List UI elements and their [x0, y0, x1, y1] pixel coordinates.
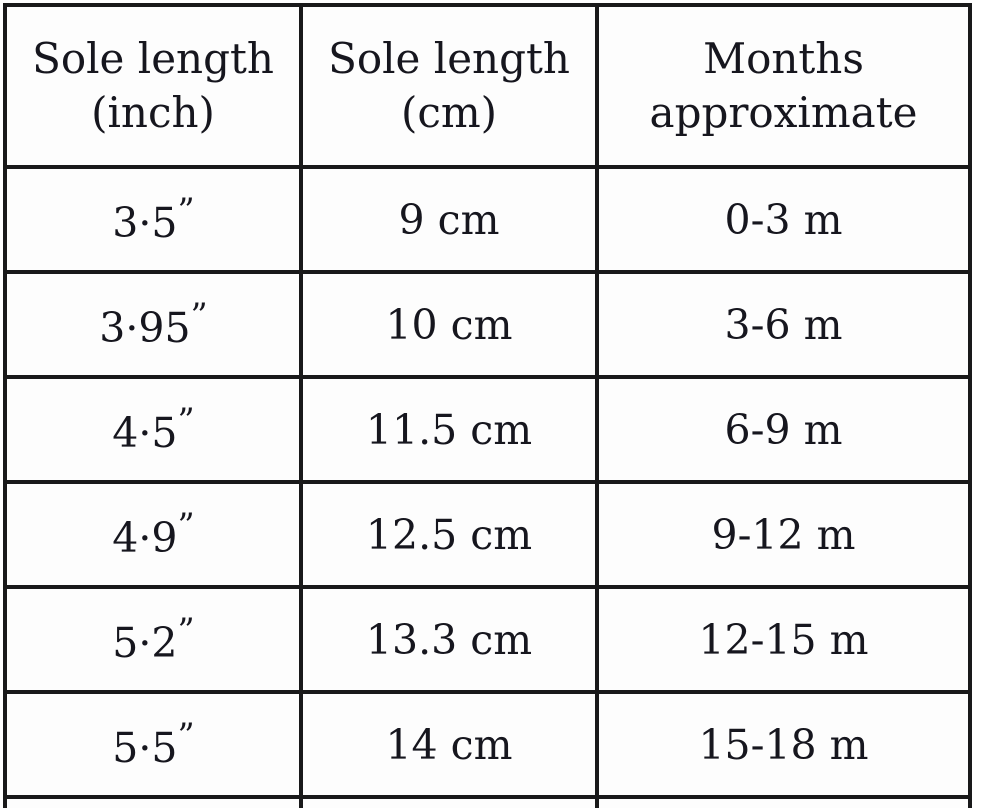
- inch-value: 3·95: [99, 304, 191, 353]
- inch-mark: ”: [177, 716, 195, 756]
- cell-inch: 5·5”: [3, 690, 303, 799]
- inch-mark: ”: [177, 191, 195, 231]
- cell-inch: 4·9”: [3, 480, 303, 589]
- inch-value: 5·2: [112, 619, 178, 668]
- table-row: 4·5” 11.5 cm 6-9 m: [3, 375, 972, 484]
- shoe-size-table: Sole length (inch) Sole length (cm) Mont…: [3, 3, 972, 808]
- cell-months: 15-18 m: [595, 690, 972, 799]
- header-line: Sole length: [328, 34, 570, 84]
- header-line: (cm): [400, 88, 498, 137]
- header-line: Sole length: [32, 34, 274, 84]
- header-line: Months: [703, 34, 864, 84]
- cell-months: 9-12 m: [595, 480, 972, 589]
- header-line: (inch): [91, 88, 215, 137]
- cell-cm-empty: [299, 795, 599, 808]
- cell-months-empty: [595, 795, 972, 808]
- cell-cm: 9 cm: [299, 165, 599, 274]
- cell-cm: 13.3 cm: [299, 585, 599, 694]
- cell-inch-empty: [3, 795, 303, 808]
- cell-inch: 3·5”: [3, 165, 303, 274]
- cell-months: 12-15 m: [595, 585, 972, 694]
- cell-inch: 3·95”: [3, 270, 303, 379]
- inch-mark: ”: [177, 611, 195, 651]
- cell-inch: 5·2”: [3, 585, 303, 694]
- inch-mark: ”: [190, 296, 208, 336]
- inch-value: 3·5: [112, 199, 178, 248]
- header-cell-sole-length-cm: Sole length (cm): [299, 3, 599, 169]
- table-row: 3·5” 9 cm 0-3 m: [3, 165, 972, 274]
- table-row: 3·95” 10 cm 3-6 m: [3, 270, 972, 379]
- inch-value: 4·5: [112, 409, 178, 458]
- table-row: 5·5” 14 cm 15-18 m: [3, 690, 972, 799]
- header-cell-sole-length-inch: Sole length (inch): [3, 3, 303, 169]
- header-cell-months-approximate: Months approximate: [595, 3, 972, 169]
- table-row: 4·9” 12.5 cm 9-12 m: [3, 480, 972, 589]
- table-row: 5·2” 13.3 cm 12-15 m: [3, 585, 972, 694]
- cell-cm: 10 cm: [299, 270, 599, 379]
- cell-months: 6-9 m: [595, 375, 972, 484]
- cell-cm: 14 cm: [299, 690, 599, 799]
- inch-value: 5·5: [112, 724, 178, 773]
- inch-mark: ”: [177, 401, 195, 441]
- header-line: approximate: [649, 88, 918, 137]
- cell-inch: 4·5”: [3, 375, 303, 484]
- header-row: Sole length (inch) Sole length (cm) Mont…: [3, 3, 972, 169]
- cell-cm: 11.5 cm: [299, 375, 599, 484]
- cell-months: 3-6 m: [595, 270, 972, 379]
- inch-value: 4·9: [112, 514, 178, 563]
- cell-cm: 12.5 cm: [299, 480, 599, 589]
- cell-months: 0-3 m: [595, 165, 972, 274]
- document-sheet: Sole length (inch) Sole length (cm) Mont…: [3, 3, 986, 808]
- table-row-cutoff: [3, 795, 972, 808]
- inch-mark: ”: [177, 506, 195, 546]
